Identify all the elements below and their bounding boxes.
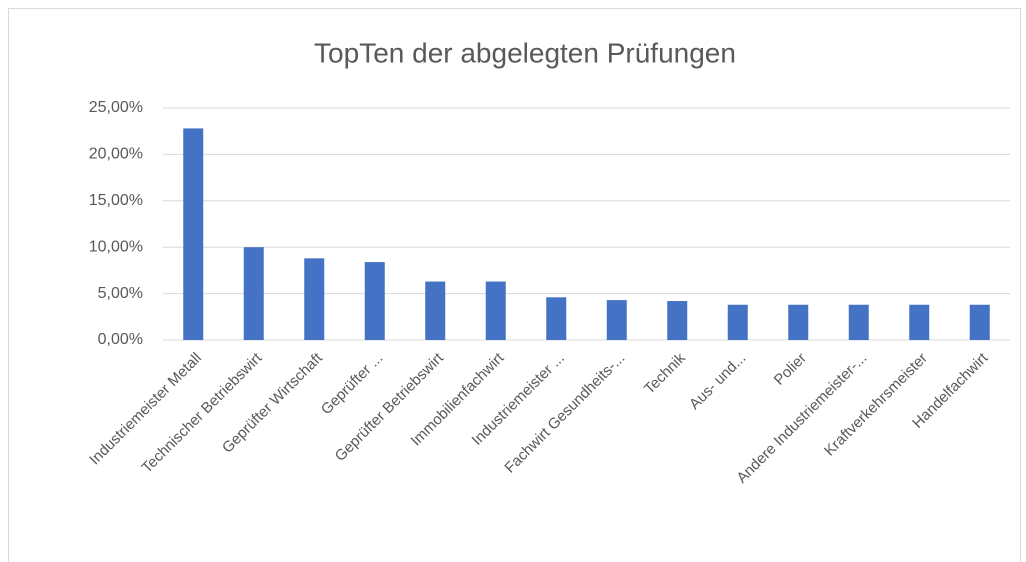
y-tick-label: 25,00% [89, 99, 143, 116]
x-tick-label: Polier [771, 350, 810, 389]
bar [606, 300, 627, 340]
chart-border [8, 8, 1021, 562]
y-tick-label: 5,00% [98, 285, 143, 302]
x-tick-label: Fachwirt Gesundheits-... [501, 350, 628, 477]
bar [848, 304, 869, 340]
bar [727, 304, 748, 340]
bar [425, 281, 446, 340]
bar [909, 304, 930, 340]
bar [183, 128, 204, 340]
bar [485, 281, 506, 340]
y-tick-label: 10,00% [89, 238, 143, 255]
y-tick-label: 15,00% [89, 192, 143, 209]
bar [546, 297, 567, 340]
x-tick-label: Technischer Betriebswirt [138, 349, 266, 477]
x-tick-label: Geprüfter Wirtschaft [219, 349, 327, 457]
bar [364, 262, 385, 340]
y-tick-label: 0,00% [98, 331, 143, 348]
bar [243, 247, 264, 340]
x-tick-label: Industriemeister Metall [86, 350, 205, 469]
bar [969, 304, 990, 340]
y-tick-label: 20,00% [89, 146, 143, 163]
bar [667, 301, 688, 340]
chart-title: TopTen der abgelegten Prüfungen [314, 37, 736, 68]
bar [304, 258, 325, 340]
x-tick-label: Kraftverkehrsmeister [821, 350, 931, 460]
x-tick-label: Aus- und... [686, 350, 749, 413]
x-tick-label: Geprüfter Betriebswirt [332, 349, 448, 465]
bar [788, 304, 809, 340]
x-tick-label: Technik [641, 349, 689, 397]
